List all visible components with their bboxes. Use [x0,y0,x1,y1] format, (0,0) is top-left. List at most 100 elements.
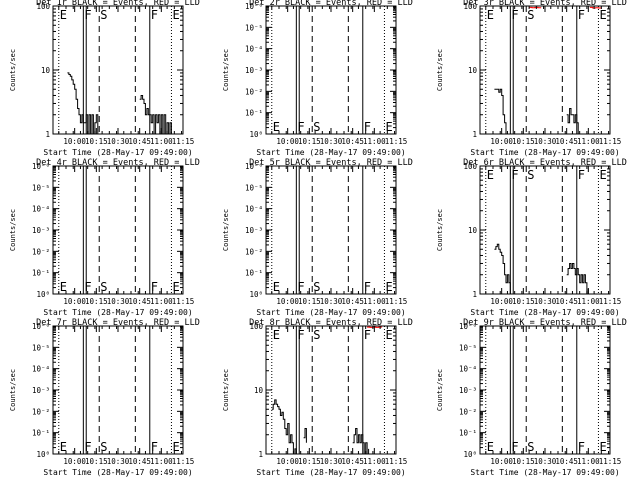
x-tick-label: 10:15 [512,457,535,466]
marker-label: E [60,8,67,22]
x-tick-label: 10:45 [128,457,151,466]
y-tick-label: 10⁻² [245,87,263,96]
x-tick-label: 10:45 [341,297,364,306]
plot-frame [265,325,397,455]
x-tick-label: 10:15 [298,297,321,306]
marker-label: S [100,280,107,294]
marker-label: S [527,440,534,454]
x-tick-label: 10:00 [63,137,86,146]
y-tick-label: 10 [468,226,478,235]
marker-label: F [297,120,304,134]
marker-label: S [313,120,320,134]
y-tick-label: 10⁻¹ [459,429,477,438]
y-tick-label: 100 [249,322,263,331]
y-tick-label: 10⁻⁶ [245,162,263,171]
marker-label: E [385,280,392,294]
x-tick-label: 10:45 [555,457,578,466]
x-tick-label: 11:15 [599,297,622,306]
marker-label: E [273,120,280,134]
x-tick-label: 10:00 [276,297,299,306]
y-tick-label: 10⁻⁵ [32,183,50,192]
series-line [494,88,507,134]
x-tick-label: 10:15 [512,137,535,146]
x-tick-label: 11:00 [363,297,386,306]
y-axis-label: Counts/sec [436,369,444,411]
marker-label: E [487,8,494,22]
plot-frame [52,165,184,295]
x-axis-label: Start Time (28-May-17 09:49:00) [43,308,192,317]
x-tick-label: 10:15 [512,297,535,306]
plot-frame [52,5,184,135]
x-tick-label: 10:15 [298,457,321,466]
x-axis-label: Start Time (28-May-17 09:49:00) [470,148,619,157]
y-tick-label: 10⁻⁵ [32,343,50,352]
y-tick-label: 1 [258,450,263,459]
x-tick-label: 10:15 [85,457,108,466]
marker-label: F [511,8,518,22]
plot-frame [265,5,397,135]
marker-label: F [84,8,91,22]
series-line [566,108,579,134]
x-tick-label: 10:45 [341,457,364,466]
marker-label: F [511,440,518,454]
marker-label: F [297,328,304,342]
marker-label: S [313,328,320,342]
y-tick-label: 100 [463,162,477,171]
y-tick-label: 10⁻⁶ [245,2,263,11]
x-tick-label: 10:45 [341,137,364,146]
x-axis-label: Start Time (28-May-17 09:49:00) [256,308,405,317]
x-tick-label: 10:30 [320,137,343,146]
y-tick-label: 10⁻³ [32,386,50,395]
x-axis-label: Start Time (28-May-17 09:49:00) [43,148,192,157]
x-tick-label: 11:15 [172,297,195,306]
detector-panel-5: Det 5r BLACK = Events, RED = LLD Counts/s… [222,158,413,317]
series-line [67,72,99,135]
y-tick-label: 10⁻¹ [245,109,263,118]
x-tick-label: 10:00 [490,137,513,146]
y-tick-label: 10⁻⁴ [245,205,263,214]
y-tick-label: 1 [472,130,477,139]
y-tick-label: 10⁻³ [32,226,50,235]
y-tick-label: 10⁻⁴ [32,365,50,374]
y-axis-label: Counts/sec [436,49,444,91]
y-tick-label: 10⁻³ [459,386,477,395]
x-tick-label: 10:00 [276,457,299,466]
marker-label: E [172,8,179,22]
y-tick-label: 10 [468,66,478,75]
panel-title: Det 7r BLACK = Events, RED = LLD [36,318,200,328]
x-tick-label: 10:00 [490,297,513,306]
marker-label: F [364,328,371,342]
panel-title: Det 9r BLACK = Events, RED = LLD [463,318,627,328]
plot-frame [479,165,611,295]
series-line [494,243,511,294]
x-tick-label: 10:30 [534,297,557,306]
series-line [589,6,602,9]
y-tick-label: 10⁰ [36,290,50,299]
series-line [139,95,172,135]
x-tick-label: 11:15 [385,457,408,466]
x-tick-label: 11:00 [363,457,386,466]
x-tick-label: 11:00 [150,297,173,306]
series-line [566,263,589,295]
x-axis-label: Start Time (28-May-17 09:49:00) [43,468,192,477]
x-tick-label: 11:00 [577,137,600,146]
x-tick-label: 10:45 [555,137,578,146]
marker-label: S [100,440,107,454]
marker-label: F [364,280,371,294]
y-tick-label: 10 [254,386,264,395]
y-tick-label: 10⁰ [463,450,477,459]
y-tick-label: 10⁻⁵ [245,183,263,192]
marker-label: E [487,440,494,454]
x-tick-label: 11:00 [577,457,600,466]
x-tick-label: 10:00 [490,457,513,466]
y-tick-label: 10⁻¹ [245,269,263,278]
x-tick-label: 10:15 [85,137,108,146]
x-tick-label: 11:15 [172,457,195,466]
y-tick-label: 10⁻⁴ [245,45,263,54]
y-tick-label: 10⁰ [249,130,263,139]
panel-title: Det 3r BLACK = Events, RED = LLD [463,0,627,8]
detector-panel-4: Det 4r BLACK = Events, RED = LLD Counts/s… [9,158,200,317]
panel-title: Det 1r BLACK = Events, RED = LLD [36,0,200,8]
y-axis-label: Counts/sec [9,369,17,411]
